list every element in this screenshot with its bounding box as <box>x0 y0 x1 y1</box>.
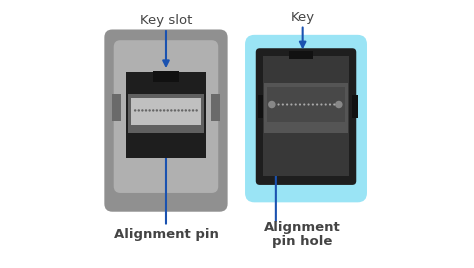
Circle shape <box>188 109 191 111</box>
FancyBboxPatch shape <box>114 40 218 193</box>
Circle shape <box>277 103 280 106</box>
Bar <box>211 94 219 121</box>
Text: Alignment
pin hole: Alignment pin hole <box>264 221 341 248</box>
Circle shape <box>159 109 162 111</box>
Circle shape <box>152 109 155 111</box>
Bar <box>131 98 201 125</box>
Bar <box>112 94 121 121</box>
Circle shape <box>333 103 336 106</box>
Bar <box>352 95 358 118</box>
Circle shape <box>174 109 176 111</box>
Circle shape <box>325 103 327 106</box>
Circle shape <box>192 109 194 111</box>
Bar <box>153 71 179 82</box>
Circle shape <box>195 109 198 111</box>
Circle shape <box>145 109 147 111</box>
Bar <box>264 83 348 133</box>
Text: Key slot: Key slot <box>140 14 192 27</box>
Circle shape <box>335 101 343 108</box>
Circle shape <box>316 103 318 106</box>
Bar <box>289 51 313 59</box>
Circle shape <box>308 103 310 106</box>
FancyBboxPatch shape <box>256 48 356 185</box>
FancyBboxPatch shape <box>104 29 228 212</box>
Circle shape <box>282 103 284 106</box>
Circle shape <box>329 103 331 106</box>
FancyBboxPatch shape <box>245 35 367 202</box>
Circle shape <box>299 103 301 106</box>
Bar <box>263 56 349 176</box>
Text: Alignment pin: Alignment pin <box>114 228 219 241</box>
Circle shape <box>312 103 314 106</box>
Bar <box>267 87 345 122</box>
Circle shape <box>155 109 158 111</box>
Circle shape <box>268 101 275 108</box>
Circle shape <box>303 103 305 106</box>
Circle shape <box>184 109 187 111</box>
Circle shape <box>148 109 151 111</box>
Circle shape <box>177 109 180 111</box>
Circle shape <box>141 109 144 111</box>
Text: Key: Key <box>291 11 315 24</box>
Bar <box>126 72 206 158</box>
Circle shape <box>291 103 292 106</box>
Circle shape <box>295 103 297 106</box>
Circle shape <box>181 109 183 111</box>
Circle shape <box>286 103 288 106</box>
Circle shape <box>170 109 173 111</box>
Bar <box>258 95 264 118</box>
Circle shape <box>163 109 165 111</box>
Circle shape <box>166 109 169 111</box>
Circle shape <box>320 103 322 106</box>
Bar <box>128 94 203 133</box>
Circle shape <box>134 109 137 111</box>
Circle shape <box>137 109 140 111</box>
